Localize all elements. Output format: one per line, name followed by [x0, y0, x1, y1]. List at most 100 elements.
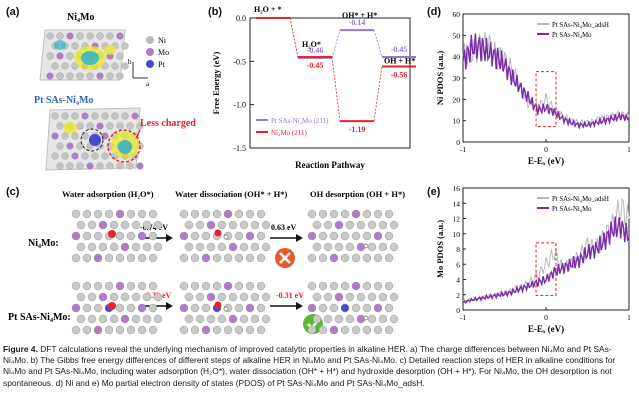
atom [120, 242, 130, 252]
atom [87, 292, 97, 302]
atom [356, 220, 366, 230]
atom [261, 292, 271, 302]
atom [351, 281, 361, 291]
atom [61, 62, 69, 70]
atom [384, 231, 394, 241]
atom [234, 209, 244, 219]
atom [96, 32, 104, 40]
atom [389, 242, 399, 252]
atom [378, 314, 388, 324]
atom [56, 32, 64, 40]
atom [323, 242, 333, 252]
connector [373, 30, 383, 58]
legend-pt-swatch [146, 60, 154, 68]
atom [367, 314, 377, 324]
atom [98, 314, 108, 324]
panel-a-label: (a) [6, 6, 20, 18]
connector [373, 66, 383, 122]
connector [289, 17, 299, 58]
atom [362, 209, 372, 219]
atom [131, 220, 141, 230]
atom [179, 303, 189, 313]
y-tick-label: 14 [453, 199, 461, 208]
legend-label: Pt SAs-Ni₄Mo_adsH [552, 196, 609, 203]
atom [56, 72, 64, 80]
atom [71, 281, 81, 291]
atom [101, 152, 109, 160]
x-tick-label: -1 [460, 145, 466, 154]
atom [109, 220, 119, 230]
atom [340, 209, 350, 219]
y-tick-label: 40 [453, 53, 461, 62]
atom [334, 242, 344, 252]
atom [66, 162, 74, 170]
atom [126, 209, 136, 219]
atom [76, 292, 86, 302]
atom [201, 303, 211, 313]
not-spontaneous-icon [275, 248, 295, 268]
atom [106, 122, 114, 130]
atom [46, 52, 54, 60]
atom [142, 292, 152, 302]
step-water-adsorption: Water adsorption (H₂O*) [62, 189, 154, 199]
y-tick-label: -1.0 [233, 101, 246, 110]
legend-ni: Ni [158, 36, 167, 45]
y-tick-label: 16 [453, 184, 461, 193]
atom [362, 231, 372, 241]
atom [356, 292, 366, 302]
surface-slab [71, 209, 163, 263]
atom [106, 72, 114, 80]
atom [137, 325, 147, 335]
ni4mo-energy-2: 0.63 eV [271, 223, 297, 232]
atom [71, 253, 81, 263]
atom [71, 231, 81, 241]
atom [329, 325, 339, 335]
h-atom [363, 243, 369, 249]
atom [307, 281, 317, 291]
atom [340, 325, 350, 335]
atom [137, 253, 147, 263]
atom [318, 325, 328, 335]
atom [318, 253, 328, 263]
atom [148, 209, 158, 219]
atom [86, 72, 94, 80]
atom [56, 162, 64, 170]
atom [76, 242, 86, 252]
atom [234, 325, 244, 335]
y-tick-label: 0.0 [236, 14, 246, 23]
atom [201, 231, 211, 241]
axis-b: b [128, 58, 132, 66]
atom [87, 314, 97, 324]
atom [256, 325, 266, 335]
atom [148, 281, 158, 291]
atom [239, 314, 249, 324]
atom [245, 253, 255, 263]
atom [76, 72, 84, 80]
atom [389, 220, 399, 230]
atom [87, 242, 97, 252]
plot-frame [462, 187, 630, 311]
atom [389, 314, 399, 324]
atom [153, 314, 163, 324]
atom [340, 281, 350, 291]
atom [212, 281, 222, 291]
atom [109, 314, 119, 324]
atom [212, 253, 222, 263]
atom [261, 220, 271, 230]
y-tick-label: -0.5 [233, 57, 246, 66]
atom [116, 122, 124, 130]
atom [131, 292, 141, 302]
atom [190, 281, 200, 291]
atom [223, 253, 233, 263]
atom [98, 220, 108, 230]
atom [334, 292, 344, 302]
energy-value-label: -1.19 [349, 125, 366, 134]
h-atom [363, 315, 369, 321]
atom [228, 220, 238, 230]
atom [137, 209, 147, 219]
surface-slab [71, 281, 163, 335]
atom [190, 209, 200, 219]
atom [256, 231, 266, 241]
less-charged-label: Less charged [140, 118, 196, 129]
atom [362, 303, 372, 313]
